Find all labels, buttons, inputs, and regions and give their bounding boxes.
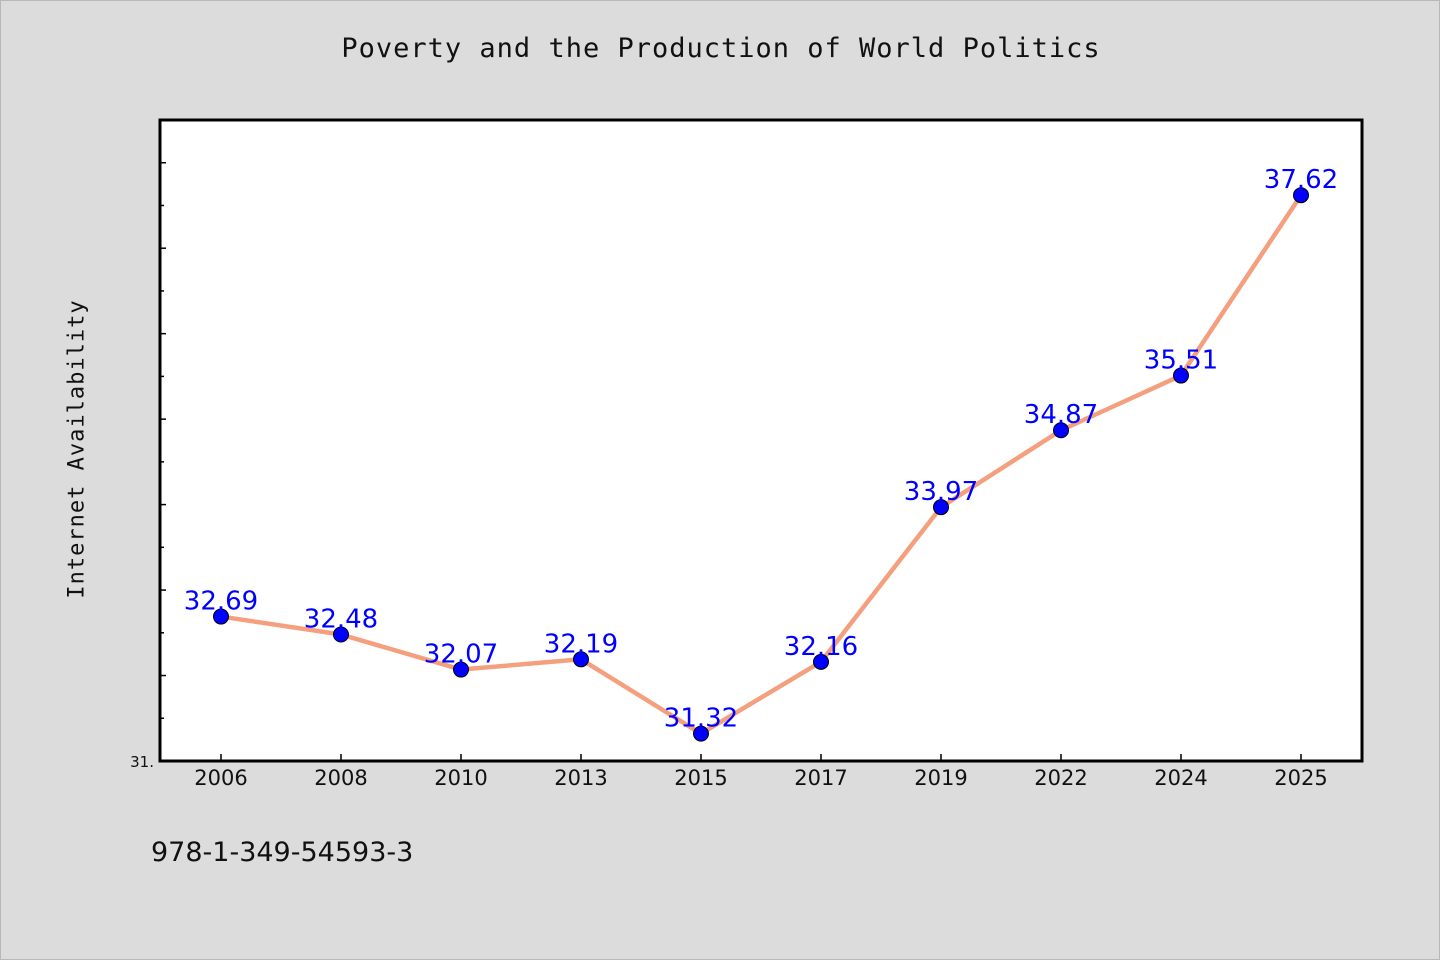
data-point [213,608,229,625]
x-tick-label: 2022 [1034,766,1087,790]
x-tick-label: 2006 [194,766,247,790]
y-tick-label: 31. [130,753,154,771]
data-point [1053,422,1069,439]
data-point [573,651,589,668]
data-label: 32.07 [424,640,498,670]
plot-frame [158,118,1364,763]
data-label: 34.87 [1024,400,1098,430]
series-line [218,192,1304,736]
x-tick-label: 2015 [674,766,727,790]
x-tick-label: 2010 [434,766,487,790]
x-tick-label: 2025 [1274,766,1327,790]
footer-code: 978-1-349-54593-3 [151,837,414,868]
x-tick-label: 2024 [1154,766,1207,790]
x-tick-label: 2019 [914,766,967,790]
data-label: 31.32 [664,704,738,734]
data-point [813,653,829,670]
data-point [1173,367,1189,384]
data-label: 32.19 [544,629,618,659]
data-point [453,661,469,678]
data-label: 32.48 [304,605,378,635]
data-point [693,725,709,742]
chart-title: Poverty and the Production of World Poli… [341,33,1101,64]
data-point [333,626,349,643]
x-tick-label: 2013 [554,766,607,790]
x-tick-label: 2008 [314,766,367,790]
data-label: 37.62 [1264,165,1338,195]
data-label: 33.97 [904,477,978,507]
data-point [933,499,949,516]
data-label: 35.51 [1144,346,1218,376]
data-point [1293,187,1309,204]
data-label: 32.16 [784,632,858,662]
data-label: 32.69 [184,587,258,617]
x-tick-label: 2017 [794,766,847,790]
